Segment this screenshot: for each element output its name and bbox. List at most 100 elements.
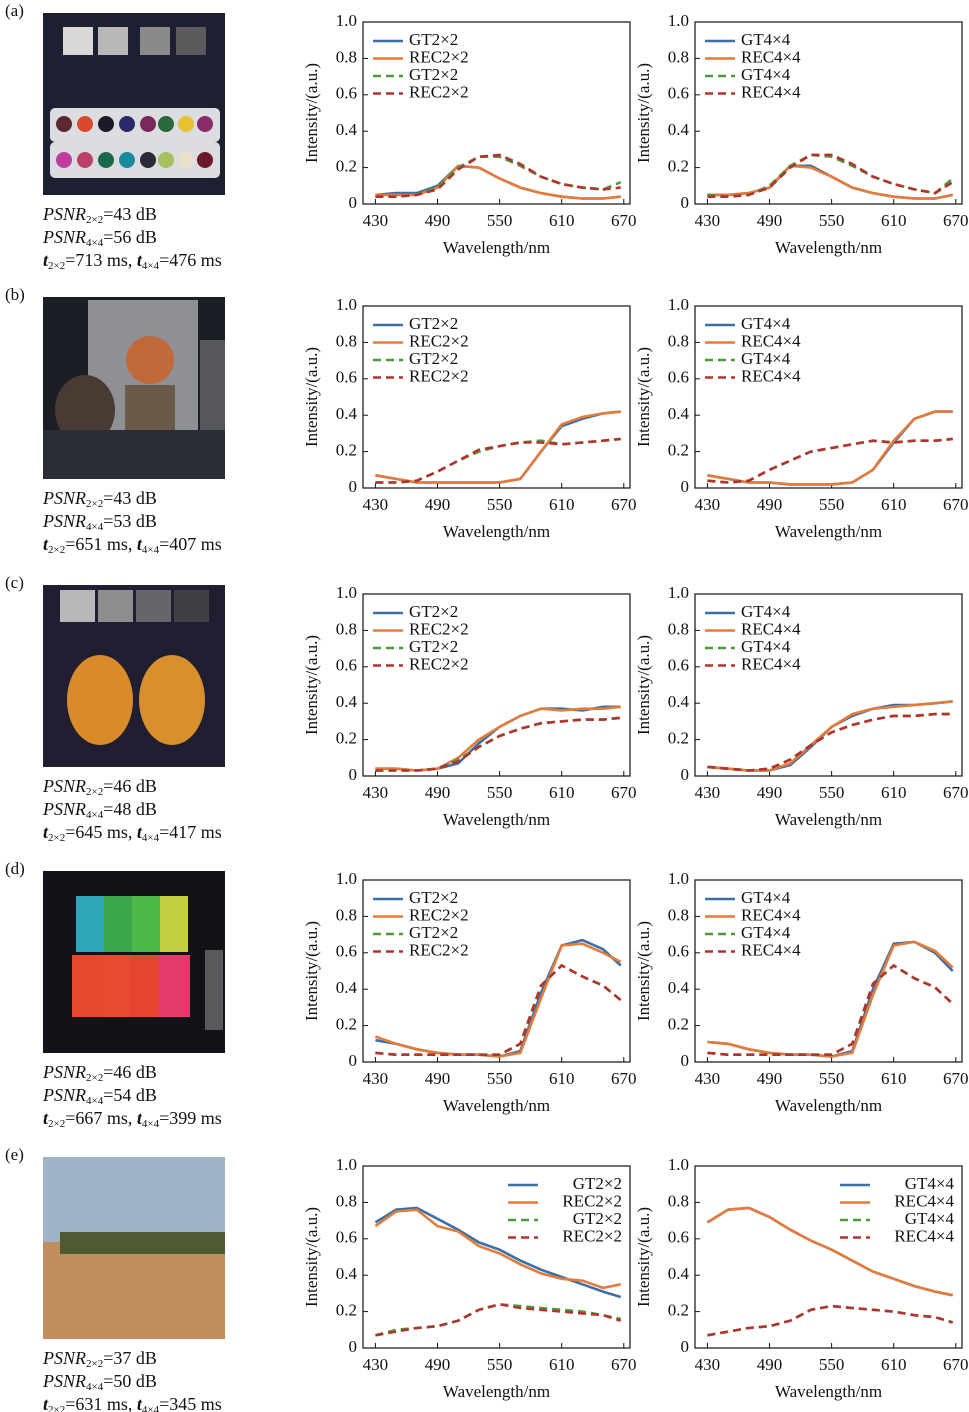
- x-tick-label: 670: [611, 1355, 637, 1374]
- x-axis-label: Wavelength/nm: [443, 1382, 550, 1401]
- y-tick-label: 0.6: [668, 84, 689, 103]
- plot-frame: [695, 880, 962, 1062]
- caption-text: PSNR: [43, 488, 86, 508]
- caption-text: =46 dB: [103, 1062, 157, 1082]
- legend-label: REC2×2: [409, 82, 469, 101]
- y-tick-label: 0.6: [336, 84, 357, 103]
- x-tick-label: 670: [611, 211, 637, 230]
- series-line: [707, 439, 952, 483]
- y-tick-label: 0.4: [668, 120, 690, 139]
- caption-text: 2×2: [48, 832, 65, 844]
- y-tick-label: 0.2: [668, 1015, 689, 1034]
- caption-text: =46 dB: [103, 776, 157, 796]
- y-tick-label: 0.6: [336, 1228, 357, 1247]
- x-axis-label: Wavelength/nm: [775, 238, 882, 257]
- y-tick-label: 0.6: [668, 368, 689, 387]
- caption-text: 4×4: [86, 521, 103, 533]
- series-line: [707, 412, 952, 485]
- legend-label: GT2×2: [409, 923, 458, 942]
- figure: 0 0.2 0.4 0.6 0.8 1.0 430 490 550 610 670 Wavelengt…: [0, 0, 969, 1412]
- y-tick-label: 0: [349, 765, 358, 784]
- x-tick-label: 490: [425, 495, 451, 514]
- legend-label: GT2×2: [409, 888, 458, 907]
- caption-text: 4×4: [142, 260, 159, 272]
- y-tick-label: 0.6: [336, 368, 357, 387]
- y-tick-label: 0: [681, 1337, 690, 1356]
- caption-text: 2×2: [86, 1072, 103, 1084]
- caption-text: PSNR: [43, 1085, 86, 1105]
- caption-text: 2×2: [48, 260, 65, 272]
- legend-label: GT4×4: [741, 65, 791, 84]
- series-line: [707, 1306, 952, 1335]
- y-axis-label: Intensity/(a.u.): [302, 63, 321, 163]
- y-tick-label: 0.4: [668, 1264, 690, 1283]
- legend-label: GT4×4: [741, 637, 791, 656]
- legend-label: GT4×4: [741, 314, 791, 333]
- plot-frame: [363, 594, 630, 776]
- caption-text: =651 ms,: [65, 534, 137, 554]
- caption-text: =345 ms: [159, 1394, 222, 1412]
- series-line: [375, 718, 620, 771]
- series-line: [375, 707, 620, 771]
- caption-text: =631 ms,: [65, 1394, 137, 1412]
- panel-label: (b): [5, 285, 25, 305]
- caption-text: 2×2: [48, 544, 65, 556]
- caption-text: =645 ms,: [65, 822, 137, 842]
- y-tick-label: 0.4: [668, 692, 690, 711]
- y-tick-label: 0.2: [668, 729, 689, 748]
- caption-text: =53 dB: [103, 511, 157, 531]
- y-tick-label: 0.8: [336, 905, 357, 924]
- caption-line: t2×2=713 ms, t4×4=476 ms: [43, 249, 222, 278]
- panel-label: (d): [5, 859, 25, 879]
- caption-text: PSNR: [43, 799, 86, 819]
- series-line: [375, 1304, 620, 1335]
- x-axis-label: Wavelength/nm: [775, 1096, 882, 1115]
- x-tick-label: 610: [549, 783, 575, 802]
- caption-text: PSNR: [43, 204, 86, 224]
- legend-label: GT2×2: [409, 637, 458, 656]
- caption-text: =37 dB: [103, 1348, 157, 1368]
- x-tick-label: 610: [881, 495, 907, 514]
- x-tick-label: 490: [757, 783, 783, 802]
- series-line: [375, 718, 620, 771]
- y-axis-label: Intensity/(a.u.): [634, 347, 653, 447]
- x-tick-label: 610: [549, 495, 575, 514]
- x-axis-label: Wavelength/nm: [443, 810, 550, 829]
- x-tick-label: 550: [487, 783, 513, 802]
- y-tick-label: 0.2: [668, 1301, 689, 1320]
- x-tick-label: 670: [611, 495, 637, 514]
- caption-text: =48 dB: [103, 799, 157, 819]
- legend-label: GT4×4: [741, 602, 791, 621]
- y-tick-label: 1.0: [668, 1155, 689, 1174]
- legend-label: GT4×4: [741, 888, 791, 907]
- series-line: [707, 714, 952, 770]
- x-tick-label: 670: [943, 1355, 969, 1374]
- x-axis-label: Wavelength/nm: [775, 1382, 882, 1401]
- legend-label: GT2×2: [409, 314, 458, 333]
- y-tick-label: 0: [681, 477, 690, 496]
- legend-label: REC4×4: [741, 940, 801, 959]
- x-tick-label: 610: [549, 211, 575, 230]
- x-tick-label: 550: [819, 783, 845, 802]
- caption-text: =713 ms,: [65, 250, 137, 270]
- x-tick-label: 430: [363, 211, 389, 230]
- y-tick-label: 0.8: [668, 619, 689, 638]
- y-tick-label: 1.0: [668, 295, 689, 314]
- y-tick-label: 0.2: [336, 1301, 357, 1320]
- photo-d: [43, 871, 225, 1053]
- photo-c: [43, 585, 225, 767]
- chart: 00.20.40.60.81.0430490550610670Wavelengt…: [302, 1155, 637, 1401]
- caption-text: 2×2: [86, 1358, 103, 1370]
- y-tick-label: 0.2: [336, 1015, 357, 1034]
- legend-label: REC2×2: [562, 1226, 622, 1245]
- y-tick-label: 1.0: [336, 1155, 357, 1174]
- y-tick-label: 0: [681, 765, 690, 784]
- y-tick-label: 0.6: [668, 1228, 689, 1247]
- plot-frame: [695, 306, 962, 488]
- y-tick-label: 0.2: [336, 441, 357, 460]
- series-line: [375, 166, 620, 199]
- x-tick-label: 550: [819, 495, 845, 514]
- x-tick-label: 550: [487, 1355, 513, 1374]
- plot-frame: [363, 306, 630, 488]
